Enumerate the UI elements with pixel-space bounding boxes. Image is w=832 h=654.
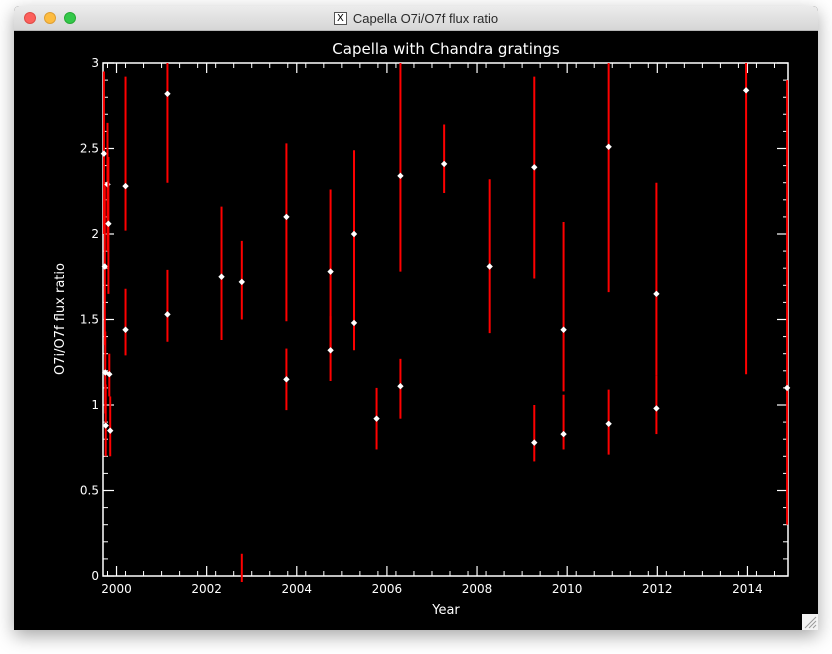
data-point <box>105 220 112 227</box>
close-window-button[interactable] <box>24 12 36 24</box>
data-point <box>327 347 334 354</box>
data-point <box>486 263 493 270</box>
title-bar[interactable]: X Capella O7i/O7f flux ratio <box>14 6 818 31</box>
x11-app-icon: X <box>333 11 347 25</box>
data-point <box>373 415 380 422</box>
data-point <box>100 150 108 157</box>
data-point <box>106 371 113 378</box>
data-point <box>531 439 538 446</box>
plot-background <box>14 31 818 630</box>
data-point <box>531 164 538 171</box>
data-point <box>560 430 567 438</box>
data-point <box>327 268 334 275</box>
x-tick-label: 2008 <box>462 582 493 596</box>
flux-ratio-chart: Capella with Chandra gratings 2000 2002 20… <box>14 31 818 630</box>
y-axis-label: O7i/O7f flux ratio <box>53 263 68 375</box>
data-point <box>350 319 358 327</box>
x-tick-label: 2006 <box>372 582 403 596</box>
title-container: X Capella O7i/O7f flux ratio <box>14 6 818 30</box>
y-tick-label: 1 <box>91 398 99 412</box>
data-point <box>101 263 109 270</box>
data-point <box>350 230 358 238</box>
data-point <box>283 213 290 221</box>
data-point <box>742 87 750 94</box>
data-point <box>102 422 109 429</box>
data-marks <box>100 63 791 582</box>
y-tick-label: 2 <box>91 227 99 241</box>
zoom-window-button[interactable] <box>64 12 76 24</box>
y-tick-label: 2.5 <box>80 142 99 156</box>
data-point <box>122 326 129 333</box>
chart-title: Capella with Chandra gratings <box>332 40 560 58</box>
data-point <box>164 311 171 318</box>
x-axis-label: Year <box>431 603 460 618</box>
x-tick-label: 2012 <box>642 582 673 596</box>
data-point <box>397 172 404 180</box>
data-point <box>107 427 114 434</box>
data-point <box>238 278 246 286</box>
y-tick-label: 1.5 <box>80 313 99 327</box>
x-tick-label: 2002 <box>191 582 222 596</box>
data-point <box>440 160 448 168</box>
y-tick-label: 0.5 <box>80 484 99 498</box>
x-tick-label: 2014 <box>732 582 763 596</box>
data-point <box>218 273 225 280</box>
data-point <box>283 376 290 383</box>
axis-ticks: 2000 2002 2004 2006 2008 2010 2012 2014 0 0.5 1 1.5… <box>80 56 788 596</box>
resize-grip-icon[interactable] <box>802 614 818 630</box>
data-point <box>164 90 171 97</box>
x-tick-label: 2000 <box>101 582 132 596</box>
y-tick-label: 0 <box>91 569 99 583</box>
minimize-window-button[interactable] <box>44 12 56 24</box>
data-point <box>122 182 129 190</box>
data-point <box>397 382 404 390</box>
app-window: X Capella O7i/O7f flux ratio Capella wit… <box>14 6 818 630</box>
data-point <box>605 420 612 428</box>
data-point <box>560 326 567 333</box>
data-point <box>605 143 612 150</box>
x-tick-label: 2004 <box>282 582 313 596</box>
data-point <box>783 384 791 392</box>
window-title: Capella O7i/O7f flux ratio <box>352 10 499 26</box>
x-tick-label: 2010 <box>552 582 583 596</box>
data-point <box>653 405 660 412</box>
data-point <box>653 290 660 298</box>
y-tick-label: 3 <box>91 56 99 70</box>
